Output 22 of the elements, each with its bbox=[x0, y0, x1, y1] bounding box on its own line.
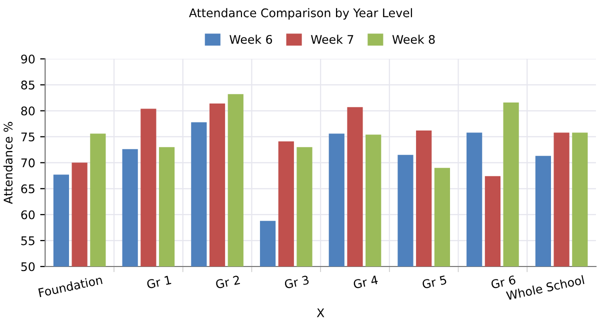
y-tick-label: 80 bbox=[21, 106, 35, 116]
x-tick-label: Gr 3 bbox=[284, 275, 310, 289]
y-tick-label: 60 bbox=[21, 210, 35, 220]
y-tick-label: 65 bbox=[21, 184, 34, 194]
y-tick-label: 90 bbox=[21, 54, 35, 64]
y-tick-label: 50 bbox=[21, 262, 35, 272]
legend-label: Week 7 bbox=[310, 34, 354, 44]
x-tick-label: Gr 5 bbox=[422, 275, 447, 289]
y-tick-label: 75 bbox=[21, 132, 34, 142]
legend-label: Week 8 bbox=[392, 34, 435, 44]
y-tick-label: 85 bbox=[21, 80, 34, 90]
y-tick-label: 70 bbox=[21, 158, 35, 168]
y-axis-title: Attendance % bbox=[3, 122, 13, 204]
y-tick-label: 55 bbox=[21, 236, 34, 246]
x-tick-label: Foundation bbox=[38, 275, 102, 298]
chart-title: Attendance Comparison by Year Level bbox=[189, 8, 412, 20]
x-tick-label: Gr 4 bbox=[352, 275, 378, 289]
x-axis-title: X bbox=[316, 308, 324, 318]
x-tick-label: Gr 6 bbox=[490, 275, 516, 289]
x-tick-label: Gr 1 bbox=[146, 275, 172, 289]
legend-label: Week 6 bbox=[230, 34, 272, 44]
x-tick-label: Gr 2 bbox=[215, 275, 240, 289]
